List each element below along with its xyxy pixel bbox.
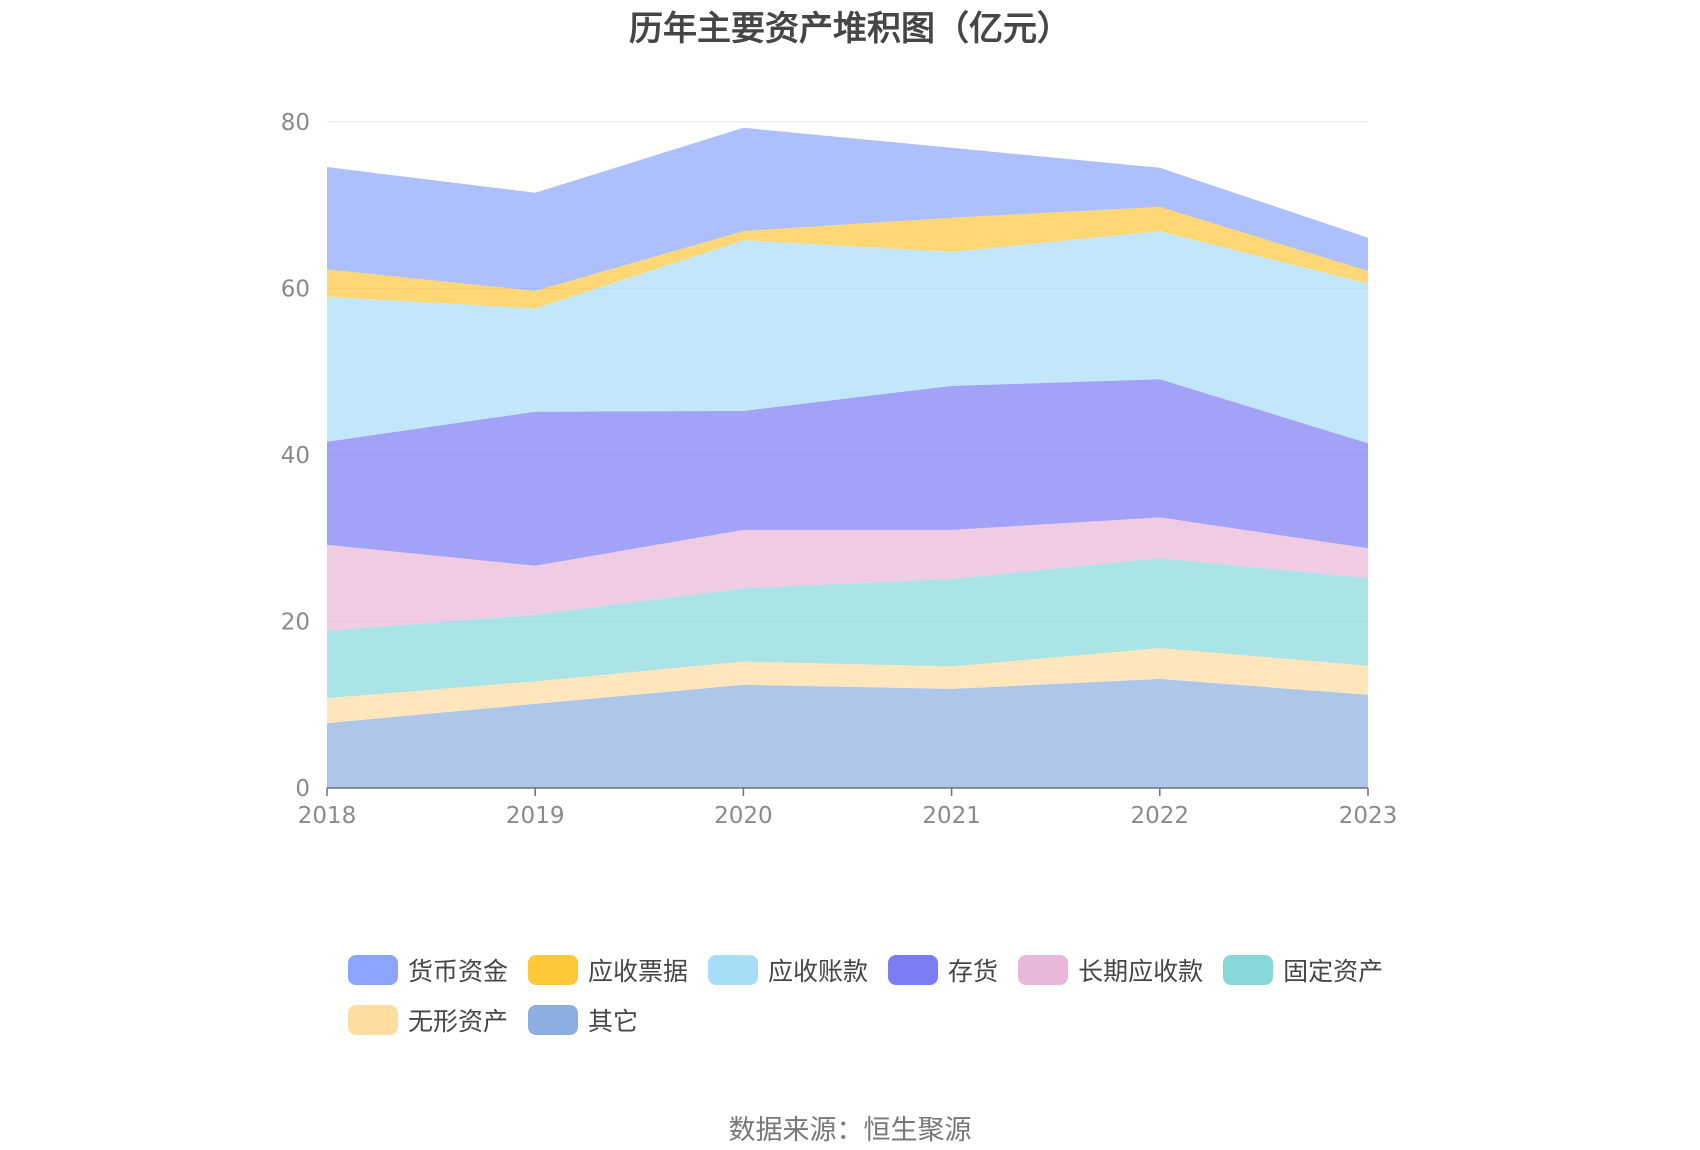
legend-item[interactable]: 货币资金	[348, 955, 509, 986]
y-tick-label: 60	[281, 277, 310, 303]
area-series-5	[327, 379, 1368, 566]
x-tick-label: 2021	[922, 803, 981, 829]
stacked-areas	[327, 127, 1368, 788]
legend-swatch	[708, 955, 759, 985]
area-series-4	[327, 517, 1368, 631]
legend-label: 应收账款	[768, 957, 869, 986]
legend-item[interactable]: 其它	[528, 1005, 639, 1036]
area-series-2	[327, 648, 1368, 724]
legend-label: 无形资产	[408, 1007, 509, 1036]
legend-label: 存货	[948, 957, 999, 986]
legend-swatch	[1223, 955, 1274, 985]
chart-title: 历年主要资产堆积图（亿元）	[629, 9, 1071, 49]
legend-item[interactable]: 长期应收款	[1018, 955, 1204, 986]
area-series-6	[327, 231, 1368, 444]
x-tick-label: 2019	[506, 803, 565, 829]
y-tick-label: 80	[281, 110, 310, 136]
data-source-note: 数据来源：恒生聚源	[728, 1115, 972, 1146]
x-tick-label: 2020	[714, 803, 773, 829]
x-tick-label: 2018	[298, 803, 357, 829]
area-series-8	[327, 127, 1368, 291]
y-tick-label: 20	[281, 610, 310, 636]
legend-label: 货币资金	[408, 957, 509, 986]
legend-label: 其它	[588, 1007, 639, 1036]
legend-item[interactable]: 应收票据	[528, 955, 689, 986]
x-tick-label: 2022	[1131, 803, 1190, 829]
y-tick-label: 0	[295, 776, 310, 802]
legend-item[interactable]: 应收账款	[708, 955, 869, 986]
area-series-1	[327, 678, 1368, 788]
legend-label: 固定资产	[1283, 957, 1384, 986]
chart-legend: 货币资金 应收票据 应收账款 存货 长期应收款 固定资产无形资产 其它	[348, 955, 1408, 1036]
legend-swatch	[348, 955, 398, 985]
y-tick-label: 40	[281, 443, 310, 469]
legend-item[interactable]: 存货	[888, 955, 999, 986]
legend-swatch	[528, 1005, 579, 1035]
legend-label: 应收票据	[588, 957, 689, 986]
legend-swatch	[1018, 955, 1069, 985]
x-tick-label: 2023	[1339, 803, 1398, 829]
legend-item[interactable]: 无形资产	[348, 1005, 509, 1036]
legend-item[interactable]: 固定资产	[1223, 955, 1384, 986]
legend-swatch	[348, 1005, 398, 1035]
area-series-7	[327, 206, 1368, 309]
area-series-3	[327, 558, 1368, 699]
axes: 0 20 40 60 80 2018 2019 2020 2021 2022 2023	[281, 110, 1398, 829]
legend-label: 长期应收款	[1078, 957, 1204, 986]
legend-swatch	[528, 955, 579, 985]
legend-swatch	[888, 955, 939, 985]
